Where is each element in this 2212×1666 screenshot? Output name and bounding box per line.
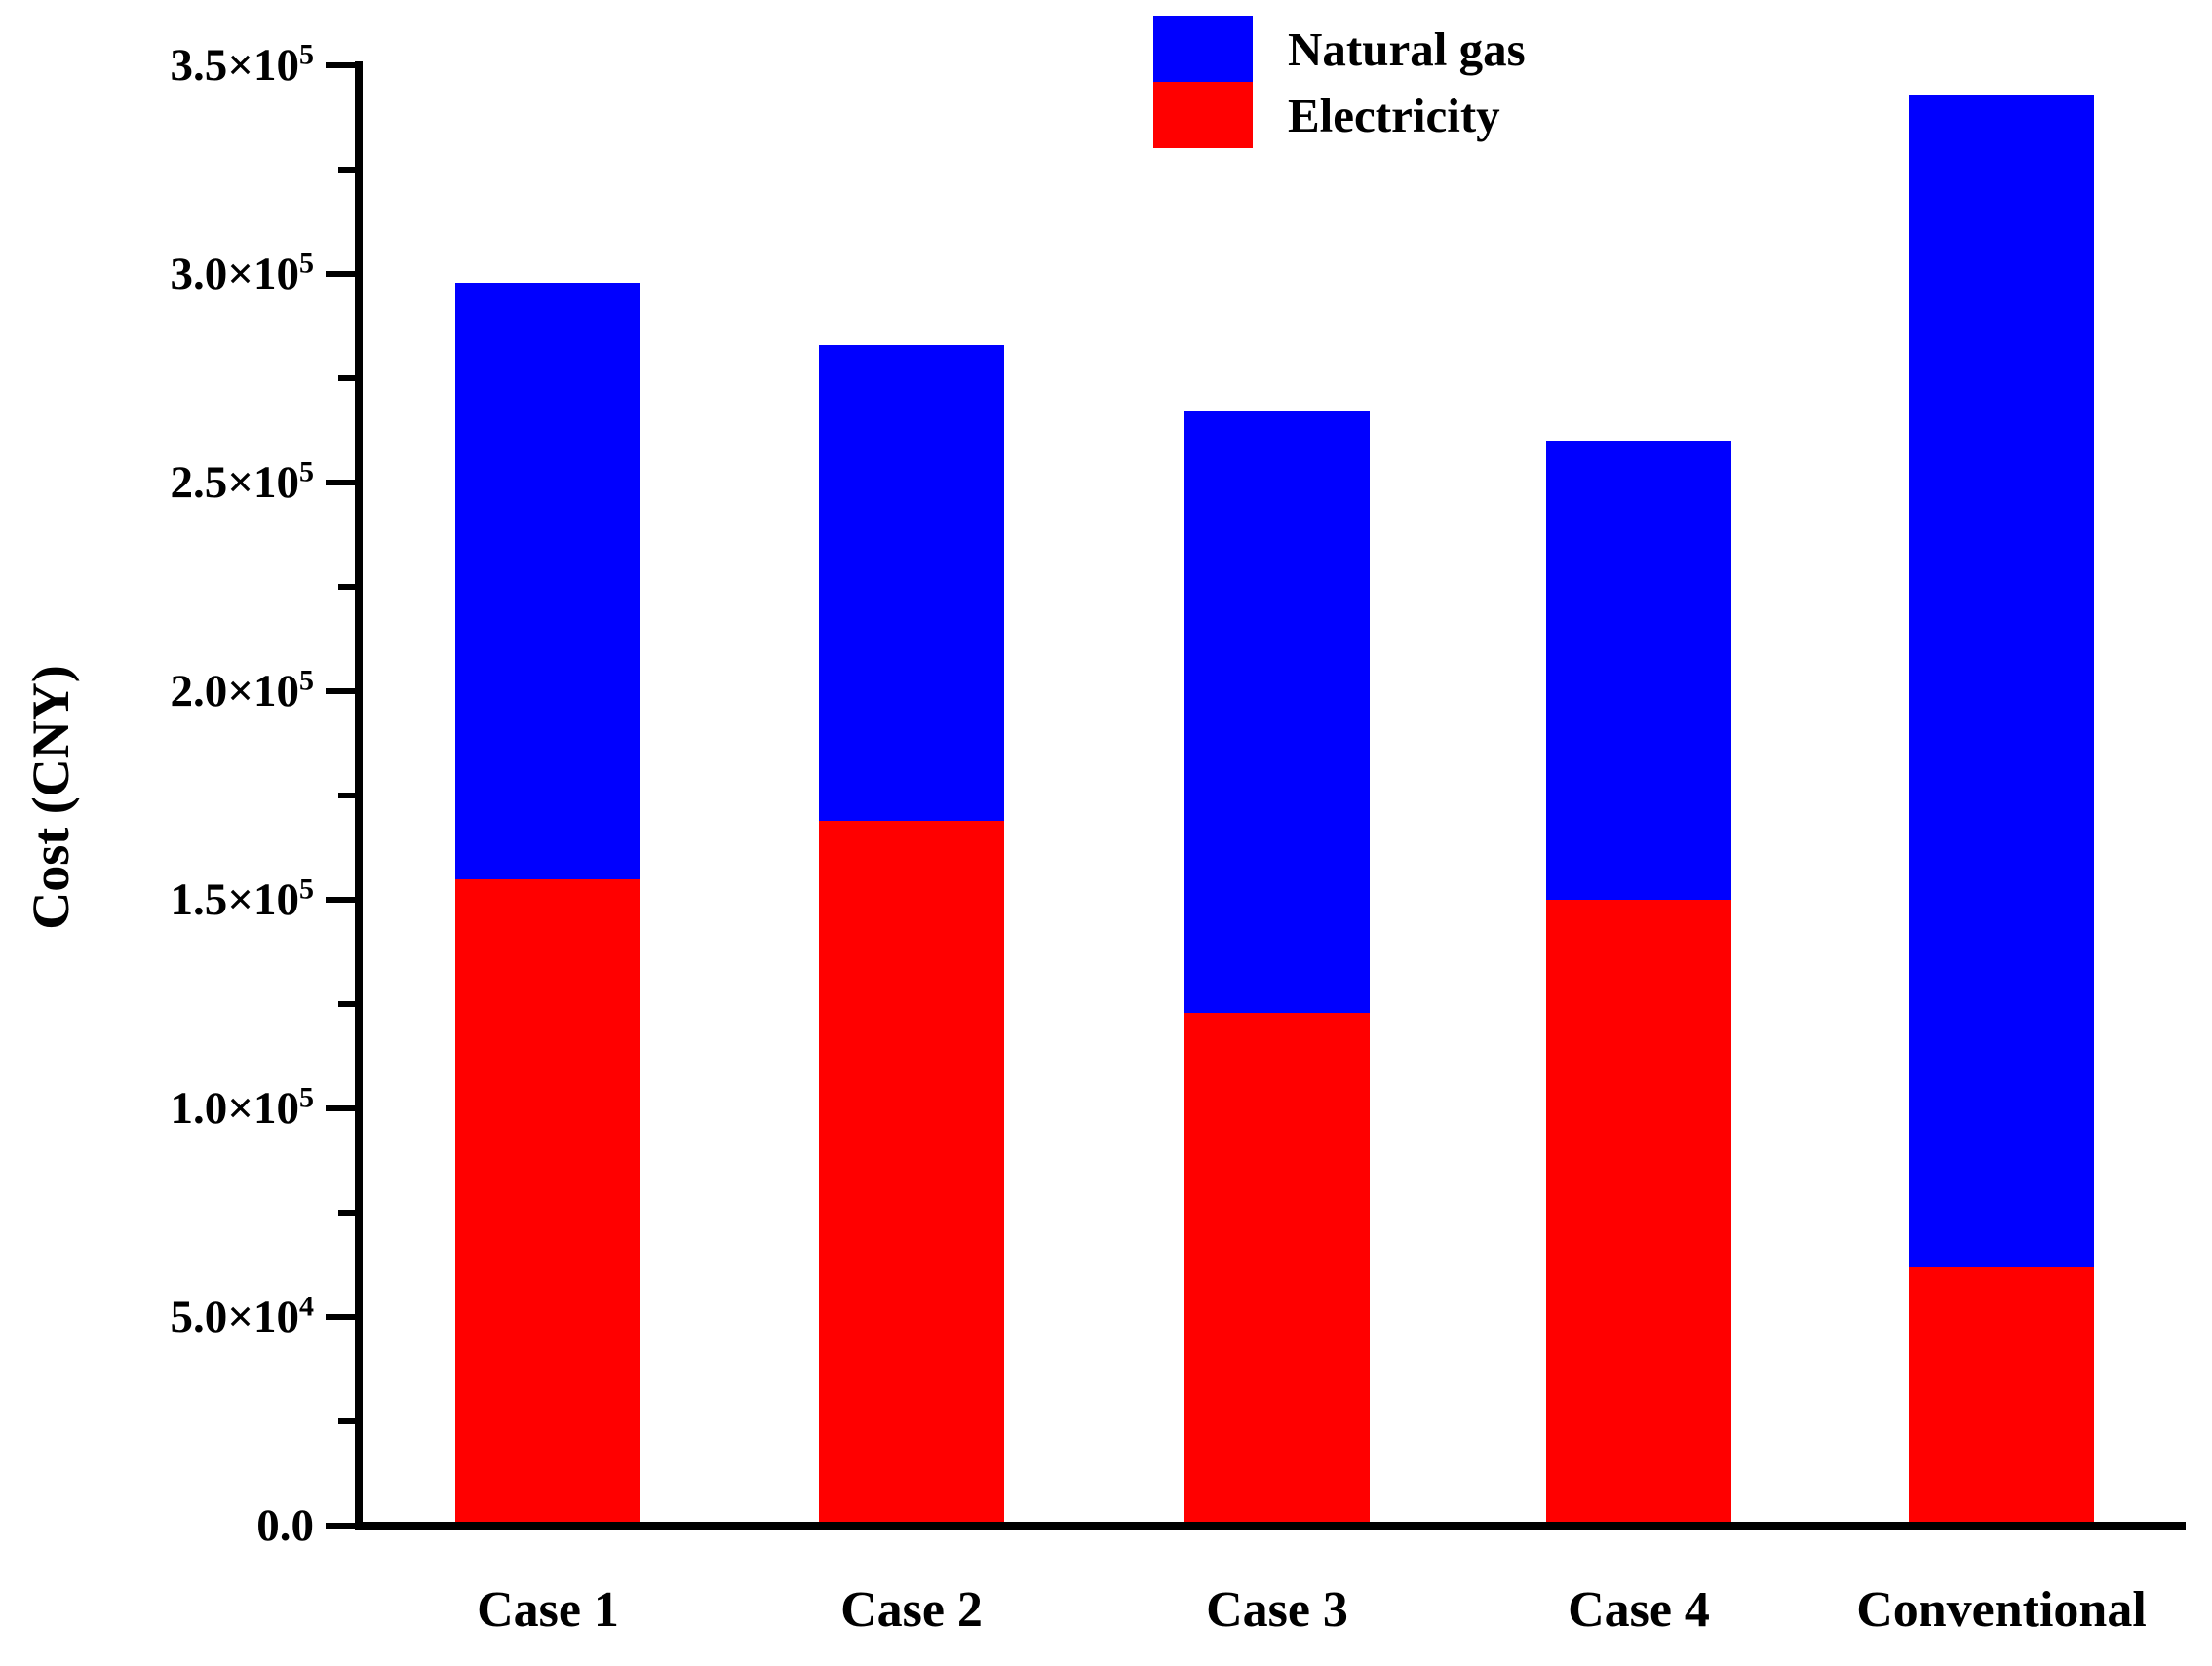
y-minor-tick — [338, 375, 355, 381]
legend-item-electricity: Electricity — [1153, 82, 1526, 148]
y-major-tick — [326, 62, 355, 68]
bar-segment-case-2-natural-gas — [819, 344, 1004, 821]
y-major-tick — [326, 1314, 355, 1320]
y-minor-tick — [338, 1001, 355, 1007]
legend-swatch-electricity — [1153, 82, 1253, 148]
bar-segment-case-1-natural-gas — [455, 282, 640, 879]
bar-segment-case-2-electricity — [819, 820, 1004, 1526]
legend: Natural gas Electricity — [1153, 16, 1526, 148]
bar-segment-case-4-natural-gas — [1546, 441, 1731, 900]
y-tick-exponent: 5 — [299, 872, 314, 906]
y-tick-label: 0.0 — [256, 1500, 314, 1551]
y-major-tick — [326, 1523, 355, 1529]
bar-segment-case-3-natural-gas — [1184, 411, 1370, 1013]
x-tick-label-case-2: Case 2 — [840, 1582, 983, 1638]
y-tick-exponent: 5 — [299, 455, 314, 488]
bar-segment-case-3-electricity — [1184, 1012, 1370, 1526]
y-major-tick — [326, 688, 355, 694]
y-tick-label: 2.5×105 — [170, 455, 314, 508]
y-tick-label: 1.5×105 — [170, 872, 314, 925]
bar-segment-case-1-electricity — [455, 878, 640, 1526]
y-major-tick — [326, 897, 355, 903]
x-tick-label-case-4: Case 4 — [1568, 1582, 1710, 1638]
y-major-tick — [326, 1105, 355, 1111]
y-minor-tick — [338, 167, 355, 173]
y-axis-line — [355, 61, 363, 1530]
y-major-tick — [326, 271, 355, 277]
y-minor-tick — [338, 584, 355, 590]
legend-label-electricity: Electricity — [1288, 88, 1500, 142]
x-tick-label-case-1: Case 1 — [477, 1582, 619, 1638]
y-tick-exponent: 5 — [299, 247, 314, 280]
y-major-tick — [326, 480, 355, 485]
y-tick-label: 2.0×105 — [170, 664, 314, 717]
y-tick-label: 1.0×105 — [170, 1081, 314, 1134]
legend-swatch-natural-gas — [1153, 16, 1253, 82]
bar-segment-conventional-electricity — [1909, 1266, 2094, 1526]
legend-label-natural-gas: Natural gas — [1288, 21, 1526, 76]
y-minor-tick — [338, 1418, 355, 1424]
x-axis-line — [355, 1522, 2186, 1530]
bar-segment-case-4-electricity — [1546, 900, 1731, 1526]
y-axis-title: Cost (CNY) — [21, 665, 80, 930]
y-tick-label: 3.5×105 — [170, 38, 314, 91]
x-tick-label-case-3: Case 3 — [1206, 1582, 1348, 1638]
y-tick-exponent: 5 — [299, 1081, 314, 1114]
y-minor-tick — [338, 1210, 355, 1216]
x-tick-label-conventional: Conventional — [1856, 1582, 2147, 1638]
y-tick-exponent: 4 — [299, 1290, 314, 1323]
y-tick-label: 5.0×104 — [170, 1290, 314, 1342]
legend-item-natural-gas: Natural gas — [1153, 16, 1526, 82]
bar-segment-conventional-natural-gas — [1909, 94, 2094, 1267]
y-tick-exponent: 5 — [299, 664, 314, 697]
y-minor-tick — [338, 793, 355, 798]
y-tick-label: 3.0×105 — [170, 247, 314, 299]
y-tick-exponent: 5 — [299, 38, 314, 71]
